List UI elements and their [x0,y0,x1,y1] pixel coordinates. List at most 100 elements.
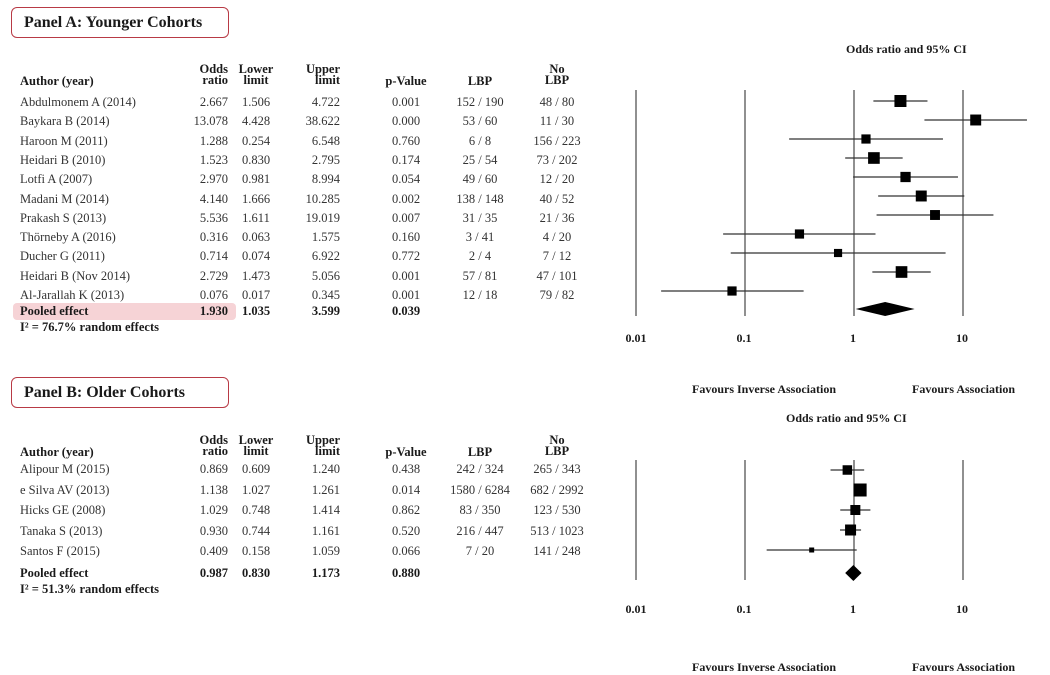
study-author: Tanaka S (2013) [20,523,103,538]
header-author: Author (year) [20,445,94,459]
study-upper-limit: 8.994 [311,172,340,187]
study-p-value: 0.160 [391,230,421,245]
study-lbp: 57 / 81 [462,268,498,283]
study-upper-limit: 10.285 [305,191,340,206]
study-no-lbp: 123 / 530 [533,503,581,517]
header-lower-line2: limit [243,444,269,458]
study-lower-limit: 0.609 [241,462,271,476]
study-marker [727,286,737,296]
study-lbp: 242 / 324 [456,462,504,476]
study-upper-limit: 4.722 [311,95,340,109]
study-lower-limit: 0.017 [241,288,271,302]
study-p-value: 0.520 [391,523,421,538]
study-author: Al-Jarallah K (2013) [20,288,125,302]
study-lower-limit: 0.254 [241,133,271,148]
header-no-lbp-line1: No [549,62,565,76]
study-odds-ratio: 0.930 [199,523,228,538]
study-upper-limit: 38.622 [305,114,340,129]
study-p-value: 0.174 [391,152,421,167]
header-p-value: p-Value [385,74,427,88]
study-upper-limit: 1.240 [311,462,340,476]
ci-title: Odds ratio and 95% CI [786,411,907,425]
study-p-value: 0.002 [391,191,421,206]
ci-title: Odds ratio and 95% CI [846,42,967,56]
study-no-lbp: 79 / 82 [539,288,575,302]
study-p-value: 0.066 [391,544,421,558]
favours-association-label: Favours Association [912,660,1016,674]
study-lbp: 1580 / 6284 [450,482,510,497]
study-lbp: 216 / 447 [456,523,504,538]
study-upper-limit: 1.261 [311,482,340,497]
study-no-lbp: 73 / 202 [536,152,578,167]
study-lbp: 3 / 41 [465,230,495,245]
study-no-lbp: 141 / 248 [533,544,581,558]
pooled-diamond [845,565,862,581]
study-marker [842,465,853,475]
header-upper-line2: limit [315,73,340,87]
study-p-value: 0.001 [391,288,421,302]
study-no-lbp: 682 / 2992 [530,482,584,497]
header-p-value: p-Value [385,445,427,459]
study-author: Haroon M (2011) [20,133,108,148]
study-no-lbp: 40 / 52 [539,191,575,206]
study-upper-limit: 6.548 [311,133,340,148]
study-p-value: 0.000 [391,114,421,129]
study-lower-limit: 1.473 [241,268,271,283]
study-p-value: 0.001 [391,268,421,283]
header-no-lbp-line2: LBP [544,73,570,87]
study-upper-limit: 1.575 [311,230,340,245]
pooled-upper-limit: 1.173 [311,566,340,580]
study-lbp: 53 / 60 [462,114,498,129]
x-tick-label: 1 [850,602,856,616]
pooled-effect-highlight [13,303,236,320]
x-tick-label: 10 [956,331,968,345]
study-author: Thörneby A (2016) [20,230,116,245]
study-lower-limit: 0.074 [241,249,271,264]
study-upper-limit: 5.056 [311,268,340,283]
study-lower-limit: 0.063 [241,230,271,245]
study-lbp: 6 / 8 [468,133,492,148]
study-marker [868,152,880,164]
study-lbp: 2 / 4 [468,249,492,264]
study-no-lbp: 48 / 80 [539,95,575,109]
header-odds-ratio-line2: ratio [202,73,228,87]
panel-a-title: Panel A: Younger Cohorts [11,7,229,38]
study-author: Heidari B (2010) [20,152,106,167]
study-marker [894,95,907,107]
study-upper-limit: 1.059 [311,544,340,558]
header-no-lbp-line2: LBP [544,444,570,458]
study-no-lbp: 12 / 20 [539,172,575,187]
study-upper-limit: 6.922 [311,249,340,264]
study-author: Hicks GE (2008) [20,503,106,517]
pooled-p-value: 0.880 [391,566,421,580]
header-lbp: LBP [467,74,493,88]
pooled-diamond [855,302,915,316]
study-lbp: 31 / 35 [462,210,498,225]
study-p-value: 0.862 [391,503,421,517]
study-odds-ratio: 1.288 [199,133,228,148]
study-upper-limit: 1.161 [311,523,340,538]
study-lower-limit: 1.611 [242,210,270,225]
study-marker [853,483,867,497]
study-p-value: 0.054 [391,172,421,187]
study-lower-limit: 1.027 [241,482,271,497]
study-p-value: 0.001 [391,95,421,109]
study-lbp: 152 / 190 [456,95,504,109]
panel-a-forest-svg [635,90,1027,316]
panel-a-forest-plot: Odds ratio and 95% CI 0.01 0.1 1 10 Favo… [600,0,1050,400]
study-odds-ratio: 2.667 [199,95,228,109]
heterogeneity-label: I² = 76.7% random effects [20,320,159,334]
study-marker [895,266,908,278]
study-lower-limit: 0.981 [241,172,271,187]
header-odds-ratio-line2: ratio [202,444,228,458]
x-tick-label: 0.1 [736,331,752,345]
header-upper-line1: Upper [305,433,340,447]
study-marker [930,210,940,220]
header-odds-ratio-line1: Odds [199,433,229,447]
study-lower-limit: 1.666 [241,191,271,206]
study-odds-ratio: 0.869 [199,462,228,476]
study-marker [845,524,857,536]
pooled-label: Pooled effect [20,566,89,580]
study-no-lbp: 156 / 223 [533,133,581,148]
study-no-lbp: 47 / 101 [536,268,578,283]
